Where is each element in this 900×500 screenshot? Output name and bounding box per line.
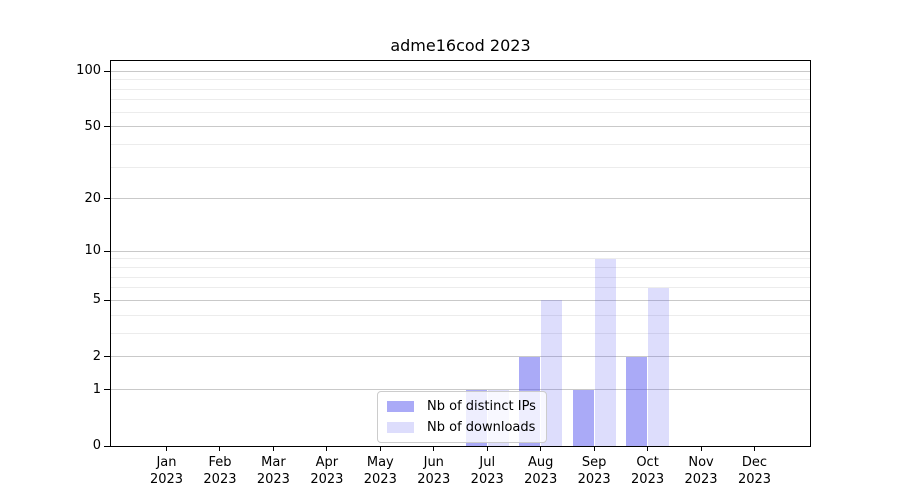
gridline-minor-30 (111, 166, 810, 168)
y-tick-label-100: 100 (76, 63, 101, 79)
x-tick-label-jun: Jun 2023 (417, 455, 451, 487)
y-tick-label-0: 0 (92, 438, 101, 453)
x-tick-label-apr: Apr 2023 (310, 455, 344, 487)
bar-downloads-sep (594, 258, 616, 446)
gridline-minor-40 (111, 143, 810, 145)
y-tick-label-20: 20 (84, 190, 101, 206)
y-tick-0 (104, 445, 110, 447)
x-tick-aug (540, 446, 542, 451)
chart-title: adme16cod 2023 (390, 36, 531, 55)
legend-item-downloads: Nb of downloads (387, 420, 536, 435)
y-tick-1 (104, 389, 110, 391)
y-tick-label-50: 50 (84, 118, 101, 134)
x-tick-oct (647, 446, 649, 451)
y-tick-label-10: 10 (84, 243, 101, 259)
gridline-major-1 (111, 389, 810, 391)
x-tick-label-may: May 2023 (363, 455, 397, 487)
gridline-major-50 (111, 126, 810, 128)
gridline-minor-7 (111, 276, 810, 278)
legend-swatch-distinct-ips-icon (387, 401, 414, 412)
legend-label-downloads: Nb of downloads (427, 420, 536, 435)
x-tick-jun (433, 446, 435, 451)
x-tick-label-mar: Mar 2023 (256, 455, 290, 487)
legend: Nb of distinct IPs Nb of downloads (377, 391, 547, 443)
legend-swatch-downloads-icon (387, 422, 414, 433)
x-tick-nov (700, 446, 702, 451)
x-tick-apr (326, 446, 328, 451)
bar-distinct-ips-sep (572, 389, 594, 446)
x-tick-label-aug: Aug 2023 (524, 455, 558, 487)
x-tick-mar (272, 446, 274, 451)
x-tick-jan (166, 446, 167, 451)
y-tick-50 (104, 126, 110, 128)
gridline-minor-8 (111, 267, 810, 269)
x-tick-may (379, 446, 381, 451)
bar-distinct-ips-oct (626, 356, 648, 446)
y-tick-2 (104, 356, 110, 358)
x-tick-label-sep: Sep 2023 (577, 455, 611, 487)
gridline-minor-90 (111, 79, 810, 81)
y-tick-label-5: 5 (92, 292, 101, 308)
x-tick-label-jan: Jan 2023 (149, 455, 184, 487)
x-tick-sep (593, 446, 595, 451)
legend-item-distinct-ips: Nb of distinct IPs (387, 399, 536, 414)
y-tick-10 (104, 250, 110, 252)
y-tick-5 (104, 299, 110, 301)
gridline-minor-60 (111, 111, 810, 113)
gridline-minor-80 (111, 88, 810, 90)
x-tick-label-feb: Feb 2023 (203, 455, 237, 487)
y-tick-label-1: 1 (92, 381, 101, 397)
gridline-major-20 (111, 198, 810, 200)
x-tick-label-dec: Dec 2023 (737, 455, 772, 487)
legend-label-distinct-ips: Nb of distinct IPs (427, 399, 536, 414)
gridline-major-100 (111, 70, 810, 72)
gridline-minor-9 (111, 258, 810, 260)
x-tick-label-nov: Nov 2023 (684, 455, 718, 487)
bar-downloads-oct (648, 287, 670, 446)
gridline-major-5 (111, 299, 810, 301)
y-tick-100 (104, 70, 110, 72)
x-tick-label-oct: Oct 2023 (631, 455, 665, 487)
x-tick-jul (486, 446, 488, 451)
gridline-minor-4 (111, 314, 810, 316)
y-tick-20 (104, 198, 110, 200)
gridline-minor-6 (111, 287, 810, 289)
gridline-major-2 (111, 356, 810, 358)
y-tick-label-2: 2 (92, 348, 101, 364)
gridline-major-10 (111, 250, 810, 252)
x-tick-dec (754, 446, 755, 451)
plot-area: Nb of distinct IPs Nb of downloads 0 1 2 5 1… (76, 60, 811, 487)
gridline-minor-3 (111, 332, 810, 334)
gridline-minor-70 (111, 99, 810, 101)
x-tick-feb (219, 446, 221, 451)
x-tick-label-jul: Jul 2023 (470, 455, 504, 487)
